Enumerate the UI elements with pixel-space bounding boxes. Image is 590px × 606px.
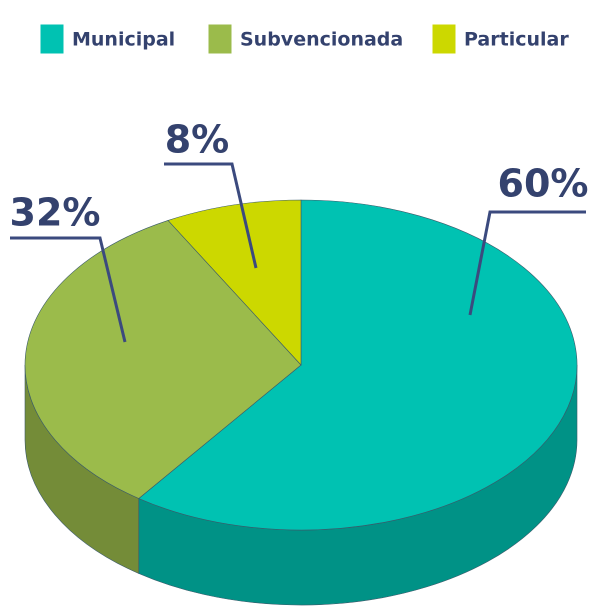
data-label: 60% bbox=[498, 162, 589, 206]
legend-label: Municipal bbox=[72, 29, 175, 51]
leader-line bbox=[164, 162, 258, 269]
legend-swatch bbox=[39, 23, 65, 55]
legend-swatch bbox=[431, 23, 457, 55]
pie-slice bbox=[24, 220, 302, 499]
legend-label: Subvencionada bbox=[240, 29, 403, 51]
leader-line bbox=[468, 210, 586, 316]
legend-swatch bbox=[207, 23, 233, 55]
leader-line bbox=[10, 236, 127, 343]
data-label: 32% bbox=[10, 191, 101, 235]
pie-slice bbox=[138, 199, 578, 531]
legend-label: Particular bbox=[464, 29, 569, 51]
pie-slice bbox=[167, 199, 302, 366]
data-label: 8% bbox=[165, 118, 230, 162]
